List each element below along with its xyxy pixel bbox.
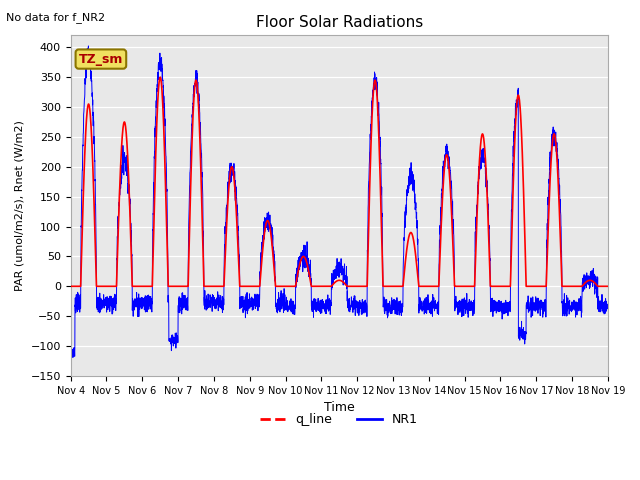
Title: Floor Solar Radiations: Floor Solar Radiations [255,15,423,30]
X-axis label: Time: Time [324,401,355,414]
Text: No data for f_NR2: No data for f_NR2 [6,12,106,23]
Legend: q_line, NR1: q_line, NR1 [255,408,423,431]
Y-axis label: PAR (umol/m2/s), Rnet (W/m2): PAR (umol/m2/s), Rnet (W/m2) [15,120,25,291]
Text: TZ_sm: TZ_sm [79,53,123,66]
